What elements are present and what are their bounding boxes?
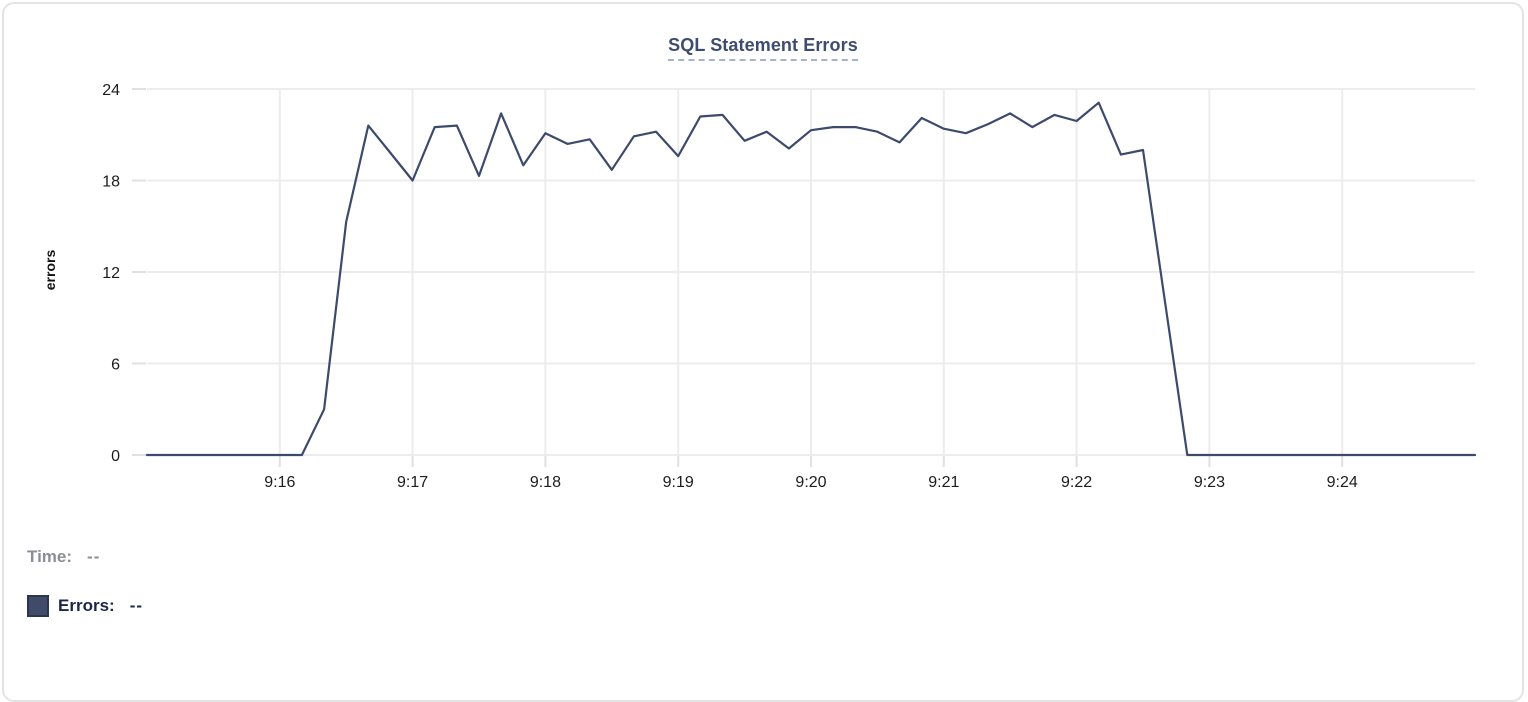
legend-errors-label: Errors: xyxy=(58,596,115,615)
tooltip-time-value: -- xyxy=(87,547,101,566)
series-line-errors[interactable] xyxy=(145,101,1477,457)
tooltip-time-label: Time: xyxy=(27,547,73,566)
x-tick-label: 9:20 xyxy=(795,474,826,491)
y-tick-label: 6 xyxy=(111,357,120,374)
x-tick-label: 9:17 xyxy=(397,474,428,491)
chart-title[interactable]: SQL Statement Errors xyxy=(668,35,858,61)
x-tick-label: 9:22 xyxy=(1061,474,1092,491)
tooltip-time-row: Time: -- xyxy=(27,547,100,567)
x-tick-label: 9:16 xyxy=(264,474,295,491)
x-tick-label: 9:21 xyxy=(928,474,959,491)
errors-series-swatch xyxy=(27,595,49,617)
x-tick-label: 9:19 xyxy=(663,474,694,491)
chart-title-wrap: SQL Statement Errors xyxy=(4,35,1522,61)
y-tick-label: 0 xyxy=(111,448,120,465)
legend-errors-value: -- xyxy=(129,596,144,615)
sql-errors-line-chart[interactable]: 0 6 12 18 24 9:16 9:17 9:18 9:19 9:20 9:21 9:22 9:23… xyxy=(4,4,1528,504)
x-tick-label: 9:18 xyxy=(530,474,561,491)
y-tick-label: 18 xyxy=(102,174,120,191)
y-axis-label: errors xyxy=(42,249,58,291)
x-tick-label: 9:23 xyxy=(1194,474,1225,491)
x-tick-label: 9:24 xyxy=(1327,474,1358,491)
y-tick-label: 12 xyxy=(102,265,120,282)
legend-errors-row[interactable]: Errors: -- xyxy=(27,595,143,617)
y-tick-label: 24 xyxy=(102,82,120,99)
